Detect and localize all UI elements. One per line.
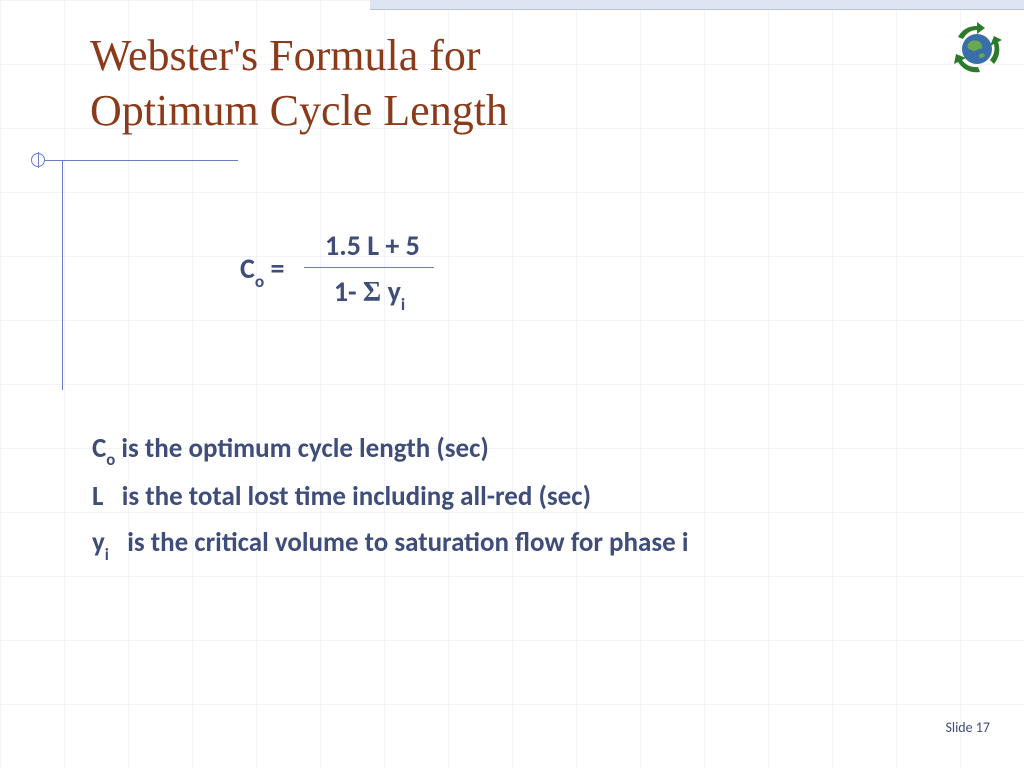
top-accent-bar xyxy=(370,0,1024,10)
title-line-2: Optimum Cycle Length xyxy=(90,86,508,135)
def1-sub: o xyxy=(106,450,115,470)
def3-sub: i xyxy=(105,545,109,565)
def1-text: is the optimum cycle length (sec) xyxy=(115,432,489,465)
decoration-hline xyxy=(38,160,238,161)
recycle-earth-icon xyxy=(950,22,1004,76)
formula-c: C xyxy=(240,251,255,286)
decoration-vline xyxy=(62,160,63,390)
def2-text: is the total lost time including all-red… xyxy=(103,480,591,513)
def1-sym: C xyxy=(92,432,106,465)
formula-numerator: 1.5 L + 5 xyxy=(304,228,434,263)
formula-denominator: 1- Σ yi xyxy=(304,274,434,313)
def2-sym: L xyxy=(92,480,103,513)
formula-c-sub: o xyxy=(255,270,264,292)
title-line-1: Webster's Formula for xyxy=(90,31,481,80)
formula-fraction: 1.5 L + 5 1- Σ yi xyxy=(304,228,434,313)
definition-co: Co is the optimum cycle length (sec) xyxy=(92,428,922,472)
formula-equals: = xyxy=(271,251,285,286)
denom-y: y xyxy=(381,274,401,309)
definition-l: L is the total lost time including all-r… xyxy=(92,476,922,518)
def3-sym: y xyxy=(92,526,105,559)
definitions-block: Co is the optimum cycle length (sec) L i… xyxy=(92,428,922,571)
decoration-cross xyxy=(38,152,39,168)
formula-block: Co = 1.5 L + 5 1- Σ yi xyxy=(240,228,434,313)
slide-title: Webster's Formula for Optimum Cycle Leng… xyxy=(90,28,508,138)
sigma-icon: Σ xyxy=(363,277,381,308)
formula-lhs: Co = xyxy=(240,251,304,290)
denom-prefix: 1- xyxy=(334,274,363,309)
denom-y-sub: i xyxy=(401,293,405,315)
fraction-line xyxy=(304,267,434,268)
def3-text: is the critical volume to saturation flo… xyxy=(109,526,689,559)
slide-number: Slide 17 xyxy=(945,719,990,736)
definition-yi: yi is the critical volume to saturation … xyxy=(92,522,922,566)
